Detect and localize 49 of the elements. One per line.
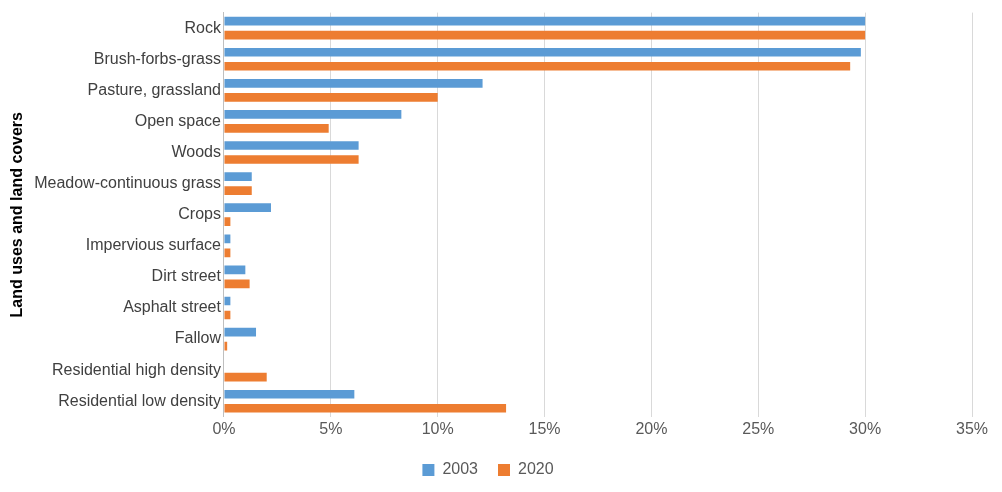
bar xyxy=(224,110,402,119)
bar xyxy=(224,403,507,413)
y-tick-label: Pasture, grassland xyxy=(87,80,221,98)
y-axis-title: Land uses and land covers xyxy=(8,111,26,318)
y-tick-label: Meadow-continuous grass xyxy=(34,174,221,192)
bar xyxy=(224,155,359,164)
legend-label: 2003 xyxy=(442,460,479,478)
y-tick-label: Open space xyxy=(134,111,222,129)
bar xyxy=(224,124,329,133)
y-tick-label: Residential high density xyxy=(51,360,221,378)
x-tick-label: 5% xyxy=(319,419,343,437)
y-tick-label: Rock xyxy=(184,18,222,36)
y-tick-label: Brush-forbs-grass xyxy=(93,49,221,67)
y-tick-label: Crops xyxy=(178,205,221,223)
x-tick-label: 20% xyxy=(635,419,668,437)
x-tick-label: 0% xyxy=(212,419,236,437)
x-tick-label: 30% xyxy=(849,419,882,437)
y-tick-label: Dirt street xyxy=(151,267,222,285)
bar xyxy=(224,265,246,275)
bar xyxy=(224,16,866,26)
bar xyxy=(224,61,851,71)
bar xyxy=(224,186,252,195)
x-tick-label: 35% xyxy=(955,419,989,437)
bar xyxy=(224,341,228,351)
y-tick-label: Asphalt street xyxy=(123,298,222,316)
bar xyxy=(224,327,257,337)
y-tick-label: Residential low density xyxy=(58,391,221,409)
bar xyxy=(224,217,231,227)
bar xyxy=(224,279,250,289)
bar xyxy=(224,141,359,150)
bar xyxy=(224,310,231,320)
bar xyxy=(224,30,866,40)
x-tick-label: 15% xyxy=(528,419,561,437)
bar xyxy=(224,79,483,88)
bar xyxy=(224,234,231,244)
bar xyxy=(224,389,355,399)
bar xyxy=(224,203,271,213)
legend-label: 2020 xyxy=(518,460,554,478)
y-tick-label: Fallow xyxy=(174,329,222,347)
y-tick-label: Impervious surface xyxy=(85,236,222,254)
bar xyxy=(224,172,252,181)
bar xyxy=(224,47,861,57)
x-tick-label: 25% xyxy=(742,419,775,437)
bar xyxy=(224,372,267,382)
x-tick-label: 10% xyxy=(421,419,454,437)
bar xyxy=(224,248,231,258)
bar xyxy=(224,296,231,306)
y-tick-label: Woods xyxy=(171,142,221,160)
bar xyxy=(224,92,438,102)
